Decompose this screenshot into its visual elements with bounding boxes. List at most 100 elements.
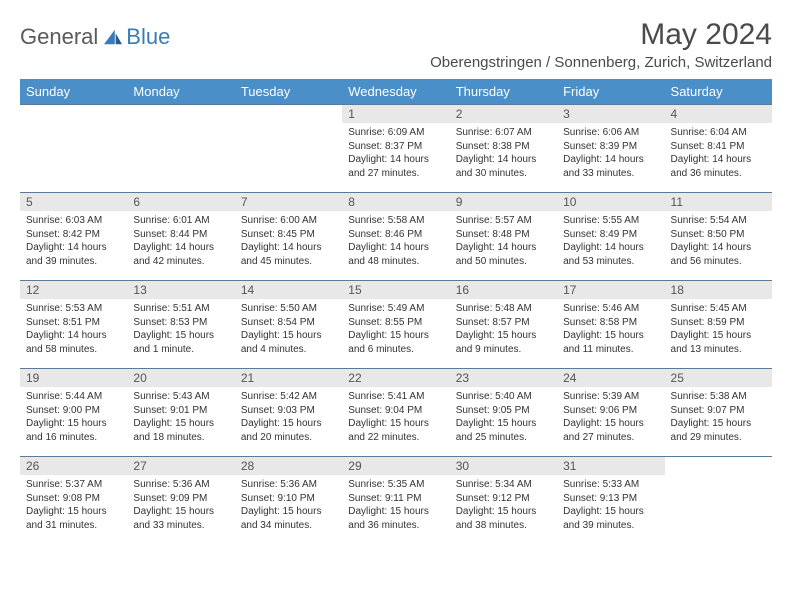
calendar-cell: 11Sunrise: 5:54 AMSunset: 8:50 PMDayligh…: [665, 193, 772, 281]
day-details: Sunrise: 5:36 AMSunset: 9:10 PMDaylight:…: [235, 475, 342, 535]
day-number: 28: [235, 457, 342, 475]
day-details: Sunrise: 5:37 AMSunset: 9:08 PMDaylight:…: [20, 475, 127, 535]
day-details: Sunrise: 6:00 AMSunset: 8:45 PMDaylight:…: [235, 211, 342, 271]
calendar-cell: 4Sunrise: 6:04 AMSunset: 8:41 PMDaylight…: [665, 105, 772, 193]
day-details: Sunrise: 6:06 AMSunset: 8:39 PMDaylight:…: [557, 123, 664, 183]
weekday-header: Thursday: [450, 79, 557, 105]
calendar-cell: 23Sunrise: 5:40 AMSunset: 9:05 PMDayligh…: [450, 369, 557, 457]
day-details: Sunrise: 5:53 AMSunset: 8:51 PMDaylight:…: [20, 299, 127, 359]
day-number: 27: [127, 457, 234, 475]
calendar-cell: 15Sunrise: 5:49 AMSunset: 8:55 PMDayligh…: [342, 281, 449, 369]
weekday-header: Monday: [127, 79, 234, 105]
calendar-week-row: 12Sunrise: 5:53 AMSunset: 8:51 PMDayligh…: [20, 281, 772, 369]
day-details: Sunrise: 6:03 AMSunset: 8:42 PMDaylight:…: [20, 211, 127, 271]
calendar-cell: 10Sunrise: 5:55 AMSunset: 8:49 PMDayligh…: [557, 193, 664, 281]
day-number: 18: [665, 281, 772, 299]
day-details: Sunrise: 5:51 AMSunset: 8:53 PMDaylight:…: [127, 299, 234, 359]
day-number: 19: [20, 369, 127, 387]
day-number: 24: [557, 369, 664, 387]
day-details: Sunrise: 5:54 AMSunset: 8:50 PMDaylight:…: [665, 211, 772, 271]
calendar-cell: 31Sunrise: 5:33 AMSunset: 9:13 PMDayligh…: [557, 457, 664, 545]
day-details: Sunrise: 5:58 AMSunset: 8:46 PMDaylight:…: [342, 211, 449, 271]
day-number: 12: [20, 281, 127, 299]
day-details: Sunrise: 6:09 AMSunset: 8:37 PMDaylight:…: [342, 123, 449, 183]
day-details: Sunrise: 5:36 AMSunset: 9:09 PMDaylight:…: [127, 475, 234, 535]
day-details: Sunrise: 6:01 AMSunset: 8:44 PMDaylight:…: [127, 211, 234, 271]
calendar-cell: 2Sunrise: 6:07 AMSunset: 8:38 PMDaylight…: [450, 105, 557, 193]
calendar-cell: 5Sunrise: 6:03 AMSunset: 8:42 PMDaylight…: [20, 193, 127, 281]
calendar-cell: 19Sunrise: 5:44 AMSunset: 9:00 PMDayligh…: [20, 369, 127, 457]
calendar-week-row: 1Sunrise: 6:09 AMSunset: 8:37 PMDaylight…: [20, 105, 772, 193]
day-details: Sunrise: 6:04 AMSunset: 8:41 PMDaylight:…: [665, 123, 772, 183]
calendar-cell: 29Sunrise: 5:35 AMSunset: 9:11 PMDayligh…: [342, 457, 449, 545]
day-number: 8: [342, 193, 449, 211]
calendar-cell: 1Sunrise: 6:09 AMSunset: 8:37 PMDaylight…: [342, 105, 449, 193]
day-number: 6: [127, 193, 234, 211]
sail-icon: [102, 28, 124, 46]
day-details: Sunrise: 5:45 AMSunset: 8:59 PMDaylight:…: [665, 299, 772, 359]
day-details: Sunrise: 5:48 AMSunset: 8:57 PMDaylight:…: [450, 299, 557, 359]
day-details: Sunrise: 5:41 AMSunset: 9:04 PMDaylight:…: [342, 387, 449, 447]
calendar-cell: 9Sunrise: 5:57 AMSunset: 8:48 PMDaylight…: [450, 193, 557, 281]
calendar-cell: 12Sunrise: 5:53 AMSunset: 8:51 PMDayligh…: [20, 281, 127, 369]
calendar-cell: 18Sunrise: 5:45 AMSunset: 8:59 PMDayligh…: [665, 281, 772, 369]
day-details: Sunrise: 5:40 AMSunset: 9:05 PMDaylight:…: [450, 387, 557, 447]
day-number: 5: [20, 193, 127, 211]
calendar-cell: 28Sunrise: 5:36 AMSunset: 9:10 PMDayligh…: [235, 457, 342, 545]
month-title: May 2024: [430, 18, 772, 52]
day-number: 15: [342, 281, 449, 299]
day-number: 3: [557, 105, 664, 123]
day-details: Sunrise: 5:34 AMSunset: 9:12 PMDaylight:…: [450, 475, 557, 535]
weekday-header: Saturday: [665, 79, 772, 105]
day-number: 7: [235, 193, 342, 211]
calendar-table: SundayMondayTuesdayWednesdayThursdayFrid…: [20, 79, 772, 545]
calendar-cell: 6Sunrise: 6:01 AMSunset: 8:44 PMDaylight…: [127, 193, 234, 281]
calendar-cell: 24Sunrise: 5:39 AMSunset: 9:06 PMDayligh…: [557, 369, 664, 457]
calendar-body: 1Sunrise: 6:09 AMSunset: 8:37 PMDaylight…: [20, 105, 772, 545]
day-details: Sunrise: 5:43 AMSunset: 9:01 PMDaylight:…: [127, 387, 234, 447]
day-details: Sunrise: 6:07 AMSunset: 8:38 PMDaylight:…: [450, 123, 557, 183]
day-number: 2: [450, 105, 557, 123]
day-details: Sunrise: 5:55 AMSunset: 8:49 PMDaylight:…: [557, 211, 664, 271]
day-number: 1: [342, 105, 449, 123]
calendar-week-row: 5Sunrise: 6:03 AMSunset: 8:42 PMDaylight…: [20, 193, 772, 281]
weekday-header: Wednesday: [342, 79, 449, 105]
calendar-cell: 21Sunrise: 5:42 AMSunset: 9:03 PMDayligh…: [235, 369, 342, 457]
calendar-cell: 13Sunrise: 5:51 AMSunset: 8:53 PMDayligh…: [127, 281, 234, 369]
day-number: 22: [342, 369, 449, 387]
header: General Blue May 2024 Oberengstringen / …: [20, 18, 772, 71]
day-number: 17: [557, 281, 664, 299]
day-number: 9: [450, 193, 557, 211]
calendar-cell: [20, 105, 127, 193]
calendar-cell: 30Sunrise: 5:34 AMSunset: 9:12 PMDayligh…: [450, 457, 557, 545]
day-number: 31: [557, 457, 664, 475]
day-number: 26: [20, 457, 127, 475]
calendar-cell: 3Sunrise: 6:06 AMSunset: 8:39 PMDaylight…: [557, 105, 664, 193]
calendar-head: SundayMondayTuesdayWednesdayThursdayFrid…: [20, 79, 772, 105]
calendar-cell: 25Sunrise: 5:38 AMSunset: 9:07 PMDayligh…: [665, 369, 772, 457]
brand-part2: Blue: [126, 24, 170, 50]
day-number: 10: [557, 193, 664, 211]
calendar-cell: [665, 457, 772, 545]
day-details: Sunrise: 5:38 AMSunset: 9:07 PMDaylight:…: [665, 387, 772, 447]
day-number: 21: [235, 369, 342, 387]
day-number: 23: [450, 369, 557, 387]
weekday-header: Friday: [557, 79, 664, 105]
title-block: May 2024 Oberengstringen / Sonnenberg, Z…: [430, 18, 772, 71]
day-details: Sunrise: 5:49 AMSunset: 8:55 PMDaylight:…: [342, 299, 449, 359]
calendar-cell: 16Sunrise: 5:48 AMSunset: 8:57 PMDayligh…: [450, 281, 557, 369]
day-details: Sunrise: 5:44 AMSunset: 9:00 PMDaylight:…: [20, 387, 127, 447]
calendar-cell: 20Sunrise: 5:43 AMSunset: 9:01 PMDayligh…: [127, 369, 234, 457]
day-number: 14: [235, 281, 342, 299]
calendar-week-row: 19Sunrise: 5:44 AMSunset: 9:00 PMDayligh…: [20, 369, 772, 457]
day-details: Sunrise: 5:57 AMSunset: 8:48 PMDaylight:…: [450, 211, 557, 271]
day-number: 11: [665, 193, 772, 211]
day-details: Sunrise: 5:42 AMSunset: 9:03 PMDaylight:…: [235, 387, 342, 447]
day-details: Sunrise: 5:33 AMSunset: 9:13 PMDaylight:…: [557, 475, 664, 535]
day-details: Sunrise: 5:39 AMSunset: 9:06 PMDaylight:…: [557, 387, 664, 447]
day-number: 4: [665, 105, 772, 123]
day-details: Sunrise: 5:35 AMSunset: 9:11 PMDaylight:…: [342, 475, 449, 535]
day-number: 29: [342, 457, 449, 475]
day-number: 13: [127, 281, 234, 299]
calendar-cell: [235, 105, 342, 193]
